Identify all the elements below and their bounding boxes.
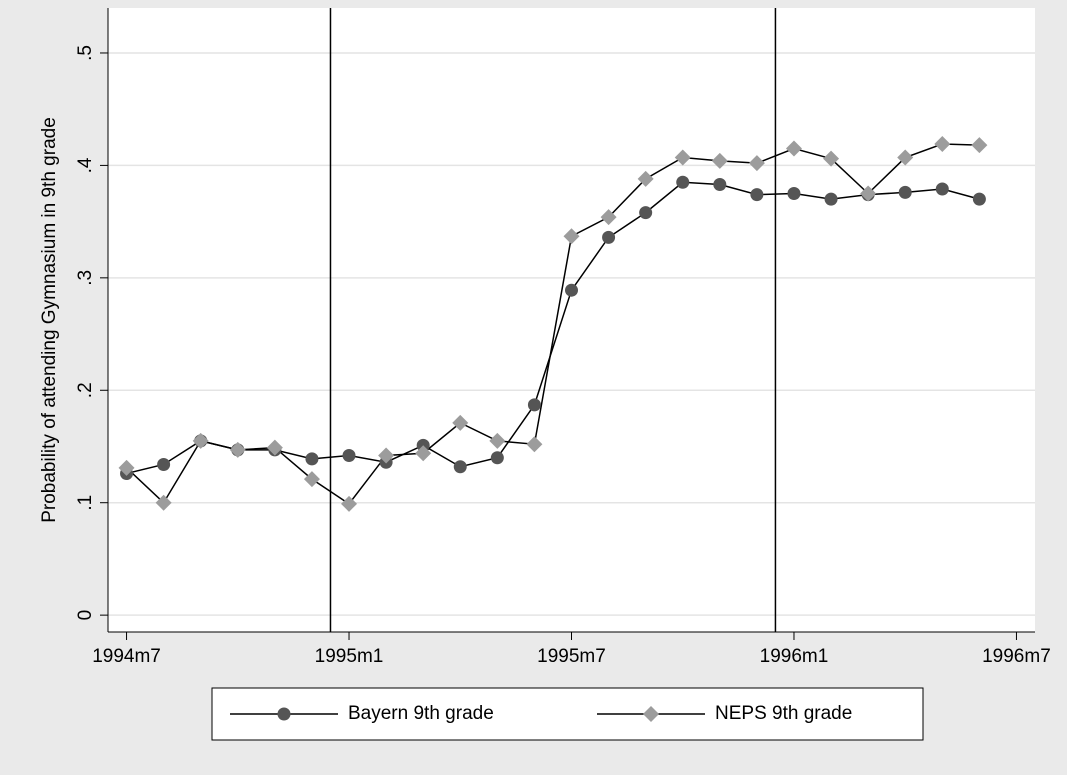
marker	[934, 136, 951, 153]
marker	[787, 187, 801, 201]
marker	[748, 155, 765, 172]
marker	[563, 228, 580, 245]
marker	[676, 175, 690, 189]
y-tick-label: .1	[75, 495, 96, 511]
marker	[602, 230, 616, 244]
y-tick-label: .4	[75, 157, 96, 173]
marker	[342, 448, 356, 462]
marker	[341, 495, 358, 512]
marker	[898, 185, 912, 199]
legend-label: NEPS 9th grade	[715, 703, 852, 724]
marker	[118, 459, 135, 476]
x-tick-label: 1996m7	[982, 646, 1051, 667]
marker	[600, 209, 617, 226]
x-tick-label: 1995m7	[537, 646, 606, 667]
marker	[637, 170, 654, 187]
legend-label: Bayern 9th grade	[348, 703, 494, 724]
marker	[266, 439, 283, 456]
marker	[378, 447, 395, 464]
x-tick-label: 1995m1	[315, 646, 384, 667]
y-tick-label: .3	[75, 270, 96, 286]
marker	[935, 182, 949, 196]
marker	[489, 432, 506, 449]
marker	[785, 140, 802, 157]
marker	[490, 451, 504, 465]
y-axis-label: Probability of attending Gymnasium in 9t…	[39, 117, 60, 523]
marker	[713, 178, 727, 192]
marker	[639, 206, 653, 220]
marker	[527, 398, 541, 412]
marker	[565, 283, 578, 297]
marker	[155, 494, 172, 511]
marker	[674, 149, 691, 166]
marker	[229, 441, 246, 458]
marker	[824, 192, 838, 206]
marker	[305, 452, 319, 466]
plot-area	[108, 8, 1035, 632]
y-tick-label: .2	[75, 382, 96, 398]
marker	[192, 432, 209, 449]
marker	[750, 188, 764, 202]
marker	[526, 436, 543, 453]
x-tick-label: 1996m1	[760, 646, 829, 667]
marker	[860, 185, 877, 202]
marker	[971, 137, 988, 154]
marker	[823, 150, 840, 167]
marker	[453, 460, 467, 474]
y-tick-label: 0	[75, 610, 96, 621]
y-tick-label: .5	[75, 45, 96, 61]
marker	[415, 445, 432, 462]
marker	[303, 471, 320, 488]
marker	[711, 152, 728, 169]
legend-marker	[277, 707, 291, 721]
legend-marker	[643, 706, 659, 722]
marker	[157, 457, 171, 471]
x-tick-label: 1994m7	[92, 646, 161, 667]
marker	[972, 192, 986, 206]
marker	[452, 414, 469, 431]
marker	[897, 149, 914, 166]
